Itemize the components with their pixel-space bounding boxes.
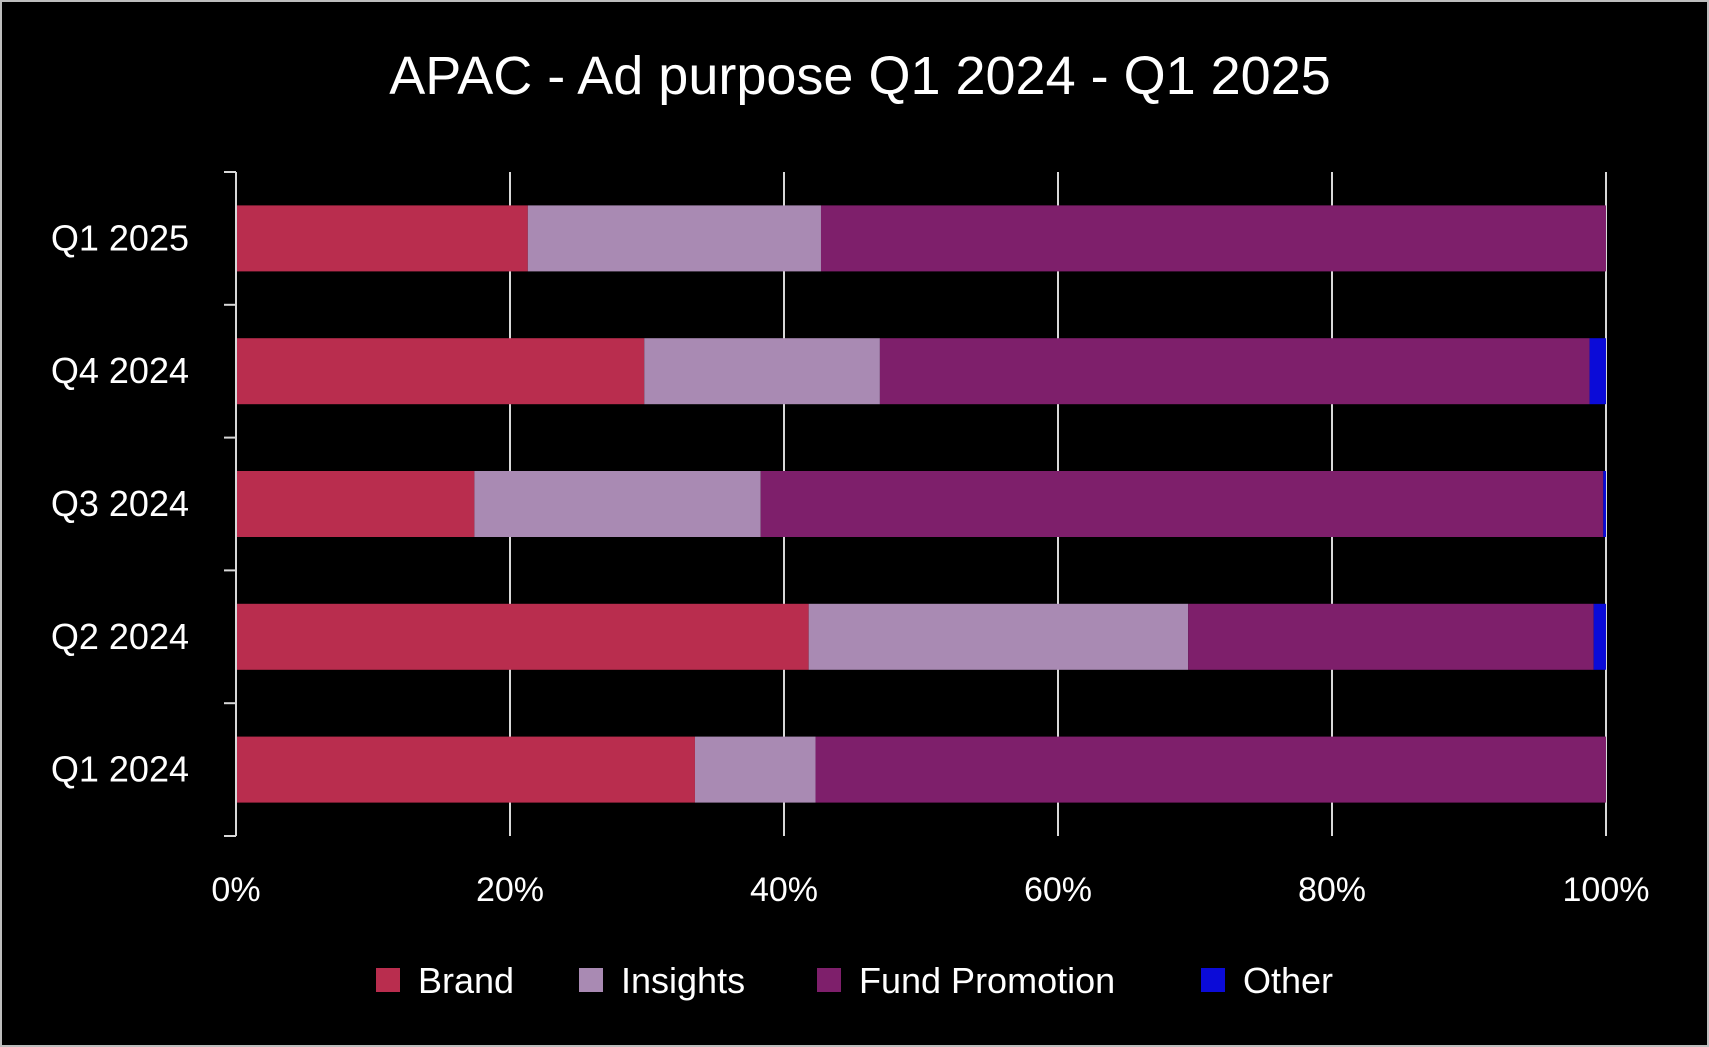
bar-other-q4-2024 <box>1589 338 1606 405</box>
category-label: Q1 2024 <box>51 749 189 790</box>
bar-brand-q2-2024 <box>236 603 809 670</box>
legend-label-brand: Brand <box>418 960 514 1001</box>
category-label: Q3 2024 <box>51 483 189 524</box>
bar-insights-q4-2024 <box>644 338 880 405</box>
bar-brand-q1-2025 <box>236 205 528 272</box>
bar-fund-promotion-q1-2025 <box>820 205 1606 272</box>
bar-insights-q1-2024 <box>694 736 816 803</box>
x-tick-labels: 0% 20% 40% 60% 80% 100% <box>211 871 1649 909</box>
legend-swatch-fund-promotion <box>817 968 841 992</box>
legend-swatch-insights <box>579 968 603 992</box>
category-labels: Q1 2025 Q4 2024 Q3 2024 Q2 2024 Q1 2024 <box>51 217 189 789</box>
bar-other-q3-2024 <box>1603 471 1606 537</box>
bar-fund-promotion-q2-2024 <box>1188 603 1594 670</box>
x-tick-label: 60% <box>1024 871 1092 909</box>
category-label: Q2 2024 <box>51 616 189 657</box>
legend-label-fund-promotion: Fund Promotion <box>859 960 1115 1001</box>
legend-swatch-brand <box>376 968 400 992</box>
x-tick-label: 0% <box>211 871 260 909</box>
bar-brand-q4-2024 <box>236 338 645 405</box>
category-label: Q4 2024 <box>51 350 189 391</box>
y-axis <box>224 171 237 837</box>
bar-fund-promotion-q3-2024 <box>760 471 1604 537</box>
legend-swatch-other <box>1201 968 1225 992</box>
bars <box>236 205 1606 803</box>
bar-insights-q3-2024 <box>474 471 761 537</box>
x-tick-label: 20% <box>476 871 544 909</box>
bar-fund-promotion-q4-2024 <box>879 338 1590 405</box>
bar-brand-q1-2024 <box>236 736 695 803</box>
legend-label-other: Other <box>1243 960 1333 1001</box>
x-tick-label: 40% <box>750 871 818 909</box>
legend-label-insights: Insights <box>621 960 745 1001</box>
category-label: Q1 2025 <box>51 217 189 258</box>
bar-brand-q3-2024 <box>236 471 475 537</box>
bar-fund-promotion-q1-2024 <box>815 736 1606 803</box>
bar-insights-q1-2025 <box>527 205 821 272</box>
x-tick-label: 100% <box>1563 871 1650 909</box>
bar-other-q2-2024 <box>1593 603 1606 670</box>
legend: Brand Insights Fund Promotion Other <box>376 960 1333 1001</box>
chart-title: APAC - Ad purpose Q1 2024 - Q1 2025 <box>389 46 1331 106</box>
bar-insights-q2-2024 <box>808 603 1189 670</box>
x-tick-label: 80% <box>1298 871 1366 909</box>
